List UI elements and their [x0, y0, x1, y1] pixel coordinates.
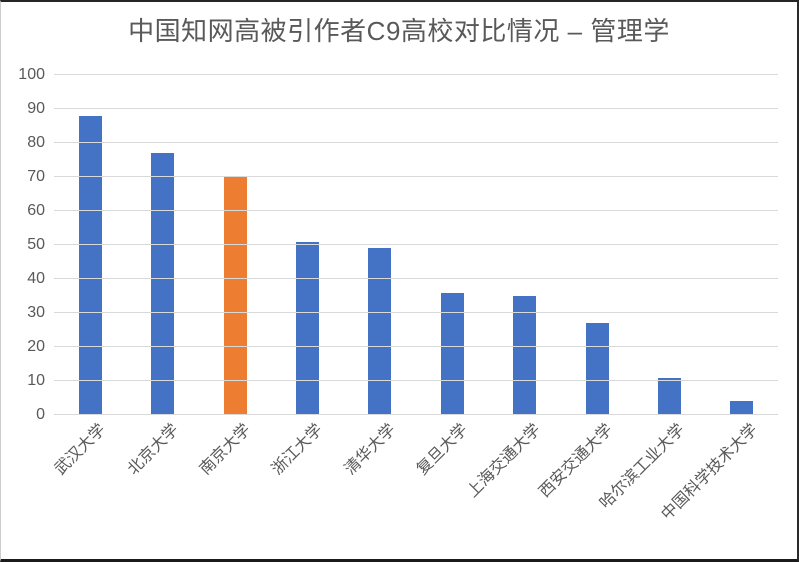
x-category-label: 西安交通大学	[536, 421, 617, 501]
bar-北京大学	[151, 153, 175, 415]
y-tick-label: 100	[18, 66, 45, 83]
y-tick-label: 40	[27, 270, 45, 287]
y-tick-label: 70	[27, 168, 45, 185]
x-category-label: 上海交通大学	[463, 421, 544, 501]
bar-slot	[561, 75, 633, 415]
y-tick-label: 80	[27, 134, 45, 151]
bar-西安交通大学	[585, 323, 609, 415]
y-tick-label: 50	[27, 236, 45, 253]
gridline	[54, 346, 778, 347]
bar-浙江大学	[295, 241, 319, 415]
bar-slot	[271, 75, 343, 415]
bar-清华大学	[368, 248, 392, 415]
x-category-label: 浙江大学	[269, 421, 327, 479]
bar-slot	[488, 75, 560, 415]
bar-slot	[54, 75, 126, 415]
gridline	[54, 312, 778, 313]
gridline	[54, 210, 778, 211]
bar-南京大学	[223, 177, 247, 415]
gridline	[54, 414, 778, 415]
bars-container	[54, 75, 778, 415]
bar-中国科学技术大学	[730, 401, 754, 415]
y-tick-label: 0	[36, 406, 45, 423]
x-category-label: 清华大学	[341, 421, 399, 479]
bar-slot	[416, 75, 488, 415]
gridline	[54, 176, 778, 177]
bar-slot	[633, 75, 705, 415]
gridline	[54, 380, 778, 381]
bar-slot	[126, 75, 198, 415]
gridline	[54, 244, 778, 245]
y-tick-label: 10	[27, 372, 45, 389]
y-tick-label: 20	[27, 338, 45, 355]
gridline	[54, 142, 778, 143]
y-tick-label: 90	[27, 100, 45, 117]
chart-title: 中国知网高被引作者C9高校对比情况 – 管理学	[128, 16, 670, 46]
bar-slot	[706, 75, 778, 415]
bar-哈尔滨工业大学	[657, 377, 681, 415]
x-axis-labels: 武汉大学 北京大学 南京大学 浙江大学 清华大学 复旦大学 上海交通大学 西安交通大学 哈尔滨工…	[51, 421, 778, 559]
y-tick-label: 30	[27, 304, 45, 321]
x-category-label: 复旦大学	[413, 421, 472, 479]
bar-武汉大学	[78, 115, 102, 415]
gridline	[54, 278, 778, 279]
y-tick-label: 60	[27, 202, 45, 219]
gridline	[54, 108, 778, 109]
y-axis-labels: 0 10 20 30 40 50 60 70 80 90 100	[1, 67, 45, 423]
bar-复旦大学	[440, 292, 464, 415]
x-category-label: 南京大学	[196, 421, 255, 479]
x-category-label: 武汉大学	[51, 421, 110, 479]
bar-slot	[199, 75, 271, 415]
bar-slot	[344, 75, 416, 415]
x-category-label: 北京大学	[124, 421, 182, 479]
plot-area	[54, 74, 778, 415]
bar-上海交通大学	[513, 296, 537, 415]
gridline	[54, 74, 778, 75]
